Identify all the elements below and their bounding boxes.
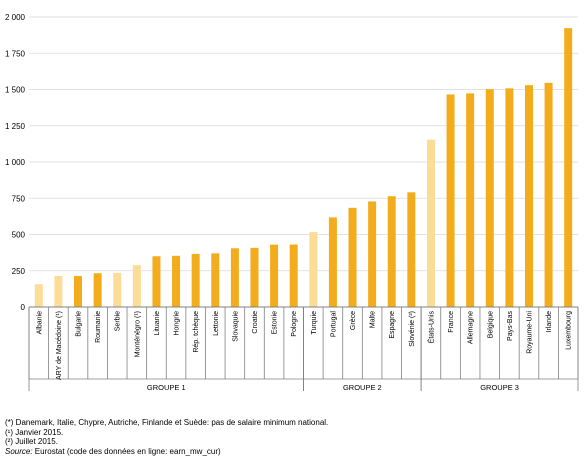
group-labels: GROUPE 1 GROUPE 2 GROUPE 3 xyxy=(28,307,579,392)
x-tick-label: Grèce xyxy=(350,311,357,330)
source-label: Source: xyxy=(5,446,33,456)
footnote-2: (¹) Janvier 2015. xyxy=(5,427,64,437)
y-tick-label: 250 xyxy=(12,267,26,276)
bar xyxy=(191,253,200,307)
bar xyxy=(250,247,259,307)
x-tick-label: Royaume-Uni xyxy=(526,311,533,354)
bar xyxy=(485,89,494,308)
y-tick-label: 1 250 xyxy=(5,122,26,131)
bar xyxy=(230,248,239,307)
source-line: Source: Eurostat (code des données en li… xyxy=(5,447,328,457)
x-tick-label: France xyxy=(448,311,455,333)
y-tick-label: 750 xyxy=(12,194,26,203)
x-tick-label: Hongrie xyxy=(174,311,181,336)
bar xyxy=(34,284,43,307)
bar xyxy=(113,272,122,307)
x-tick-label: Pologne xyxy=(291,311,298,337)
bar xyxy=(387,196,396,307)
bar xyxy=(74,275,83,307)
group-label: GROUPE 2 xyxy=(343,383,382,392)
bar xyxy=(505,88,514,307)
y-tick-label: 0 xyxy=(21,303,26,312)
source-text: Eurostat (code des données en ligne: ear… xyxy=(32,446,221,456)
bar xyxy=(466,93,475,307)
bar xyxy=(368,201,377,307)
x-tick-label: Estonie xyxy=(272,311,279,334)
x-tick-label: Serbie xyxy=(115,311,122,331)
bar xyxy=(152,256,161,307)
bars xyxy=(34,28,573,308)
gridlines xyxy=(29,16,578,272)
bar-chart: 0 250 500 750 1 000 1 250 1 500 1 750 2 000 Alba… xyxy=(5,13,579,392)
bar xyxy=(564,28,573,307)
x-tick-label: Turquie xyxy=(311,311,318,335)
y-tick-label: 1 000 xyxy=(5,158,26,167)
bar xyxy=(132,265,141,307)
bar xyxy=(328,217,337,307)
y-tick-label: 2 000 xyxy=(5,13,26,22)
x-tick-label: Croatie xyxy=(252,311,259,334)
x-tick-label: Lettonie xyxy=(213,311,220,336)
bar xyxy=(348,207,357,307)
x-tick-label: Roumanie xyxy=(95,311,102,343)
x-tick-label: Luxembourg xyxy=(566,311,573,350)
bar xyxy=(93,273,102,307)
x-tick-label: Bulgarie xyxy=(76,311,83,337)
x-tick-label: Malte xyxy=(370,311,377,328)
bar xyxy=(446,94,455,308)
y-tick-label: 500 xyxy=(12,231,26,240)
y-tick-label: 1 500 xyxy=(5,86,26,95)
bar xyxy=(544,82,553,307)
x-tick-label: Lituanie xyxy=(154,311,161,336)
x-tick-label: Slovénie (²) xyxy=(409,311,416,347)
bar xyxy=(289,244,298,307)
group-label: GROUPE 3 xyxy=(480,383,519,392)
x-tick-label: Pays-Bas xyxy=(507,311,514,341)
bar xyxy=(426,139,435,307)
x-tick-label: Monténégro (¹) xyxy=(134,311,141,357)
x-tick-label: Irlande xyxy=(546,311,553,333)
x-tick-label: Rép. tchèque xyxy=(193,311,200,353)
bar xyxy=(524,85,533,308)
y-axis-ticks: 0 250 500 750 1 000 1 250 1 500 1 750 2 000 xyxy=(5,13,26,312)
bar xyxy=(309,232,318,307)
x-tick-label: Albanie xyxy=(36,311,43,334)
footnote-1: (*) Danemark, Italie, Chypre, Autriche, … xyxy=(5,418,329,427)
x-tick-label: Belgique xyxy=(487,311,494,338)
x-tick-label: Espagne xyxy=(389,311,396,339)
group-label: GROUPE 1 xyxy=(147,383,186,392)
bar xyxy=(54,275,63,307)
footnote-3: (²) Juillet 2015. xyxy=(5,437,58,447)
y-tick-label: 1 750 xyxy=(5,49,26,58)
footnotes: (*) Danemark, Italie, Chypre, Autriche, … xyxy=(5,418,328,456)
bar xyxy=(211,253,220,307)
x-axis-labels: Albanie ARY de Macédoine (¹) Bulgarie Rouma… xyxy=(36,311,572,380)
x-tick-label: États-Unis xyxy=(426,311,435,344)
bar xyxy=(172,255,181,307)
x-tick-label: Portugal xyxy=(330,311,337,338)
x-tick-label: ARY de Macédoine (¹) xyxy=(56,311,63,380)
bar xyxy=(270,244,279,307)
bar xyxy=(407,192,416,307)
x-tick-label: Allemagne xyxy=(468,311,475,344)
x-tick-label: Slovaquie xyxy=(232,311,239,342)
